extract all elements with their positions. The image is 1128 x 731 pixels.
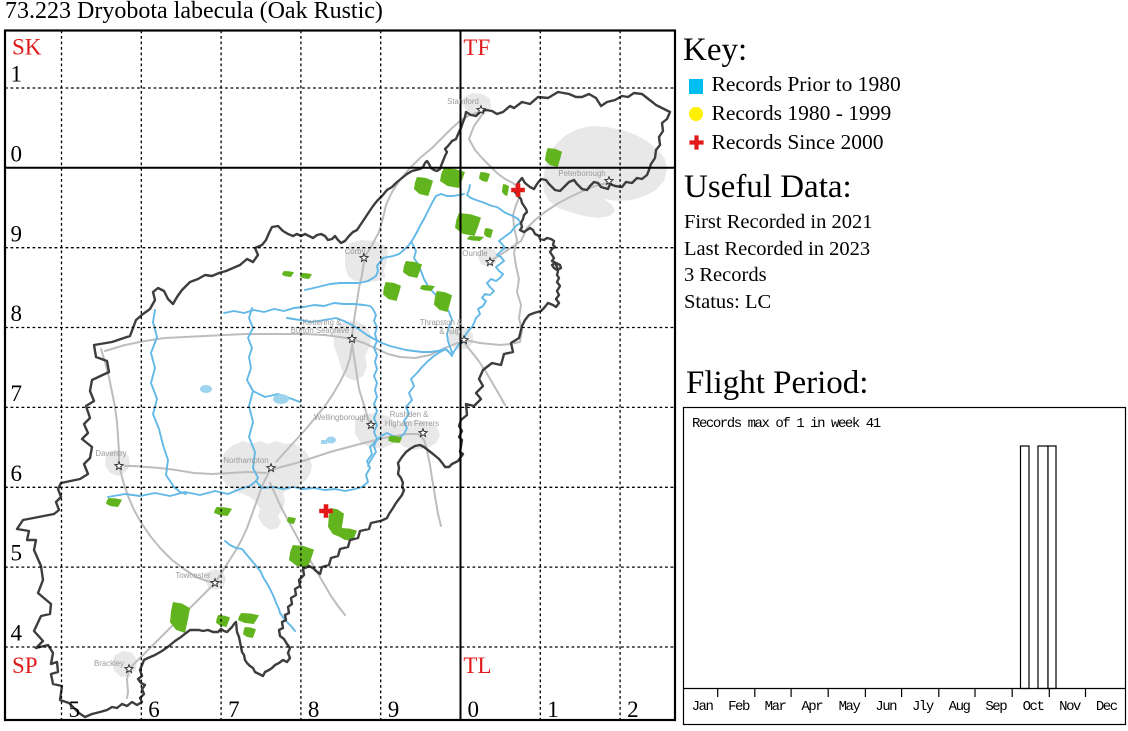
svg-text:SP: SP xyxy=(12,653,38,678)
svg-text:Jun: Jun xyxy=(875,699,897,715)
svg-text:May: May xyxy=(839,699,861,715)
svg-text:0: 0 xyxy=(11,141,23,166)
svg-text:1: 1 xyxy=(11,62,23,87)
svg-text:8: 8 xyxy=(308,697,320,722)
svg-text:Daventry: Daventry xyxy=(95,449,126,458)
svg-text:Kettering &: Kettering & xyxy=(303,318,342,327)
svg-text:4: 4 xyxy=(11,621,23,646)
svg-text:Aug: Aug xyxy=(949,699,971,715)
svg-text:9: 9 xyxy=(11,221,23,246)
svg-text:Northampton: Northampton xyxy=(223,456,268,465)
svg-text:Oundle: Oundle xyxy=(462,249,487,258)
svg-text:8: 8 xyxy=(11,301,23,326)
svg-text:Towcester: Towcester xyxy=(175,571,211,580)
svg-text:7: 7 xyxy=(228,697,240,722)
svg-text:Feb: Feb xyxy=(728,699,750,715)
svg-text:6: 6 xyxy=(11,461,23,486)
svg-text:Nov: Nov xyxy=(1059,699,1081,715)
svg-text:Higham Ferrers: Higham Ferrers xyxy=(385,419,439,428)
svg-text:& Islip: & Islip xyxy=(439,327,461,336)
svg-text:1: 1 xyxy=(547,697,559,722)
svg-text:TF: TF xyxy=(463,35,490,60)
svg-text:TL: TL xyxy=(463,653,491,678)
svg-text:Burton Seagrave: Burton Seagrave xyxy=(291,326,350,335)
svg-text:7: 7 xyxy=(11,381,23,406)
svg-text:5: 5 xyxy=(69,697,81,722)
svg-text:Oct: Oct xyxy=(1023,699,1044,715)
svg-text:9: 9 xyxy=(388,697,400,722)
svg-text:Records max of 1 in week 41: Records max of 1 in week 41 xyxy=(692,416,881,432)
svg-text:Brackley: Brackley xyxy=(94,659,124,668)
svg-text:Corby: Corby xyxy=(345,247,366,256)
svg-text:Wellingborough: Wellingborough xyxy=(314,413,368,422)
svg-text:Stamford: Stamford xyxy=(447,97,479,106)
svg-text:Apr: Apr xyxy=(801,699,823,715)
svg-text:SK: SK xyxy=(12,35,42,60)
svg-text:6: 6 xyxy=(148,697,160,722)
svg-text:Peterborough: Peterborough xyxy=(558,169,605,178)
svg-text:Mar: Mar xyxy=(765,699,787,715)
svg-text:0: 0 xyxy=(468,697,480,722)
svg-text:Thrapston &: Thrapston & xyxy=(420,318,463,327)
svg-text:5: 5 xyxy=(11,541,23,566)
svg-text:Rushden &: Rushden & xyxy=(390,410,429,419)
svg-text:Dec: Dec xyxy=(1096,699,1118,715)
svg-text:Sep: Sep xyxy=(985,699,1007,715)
svg-text:Jan: Jan xyxy=(692,699,714,715)
svg-text:2: 2 xyxy=(627,697,639,722)
svg-text:Jly: Jly xyxy=(912,699,934,715)
